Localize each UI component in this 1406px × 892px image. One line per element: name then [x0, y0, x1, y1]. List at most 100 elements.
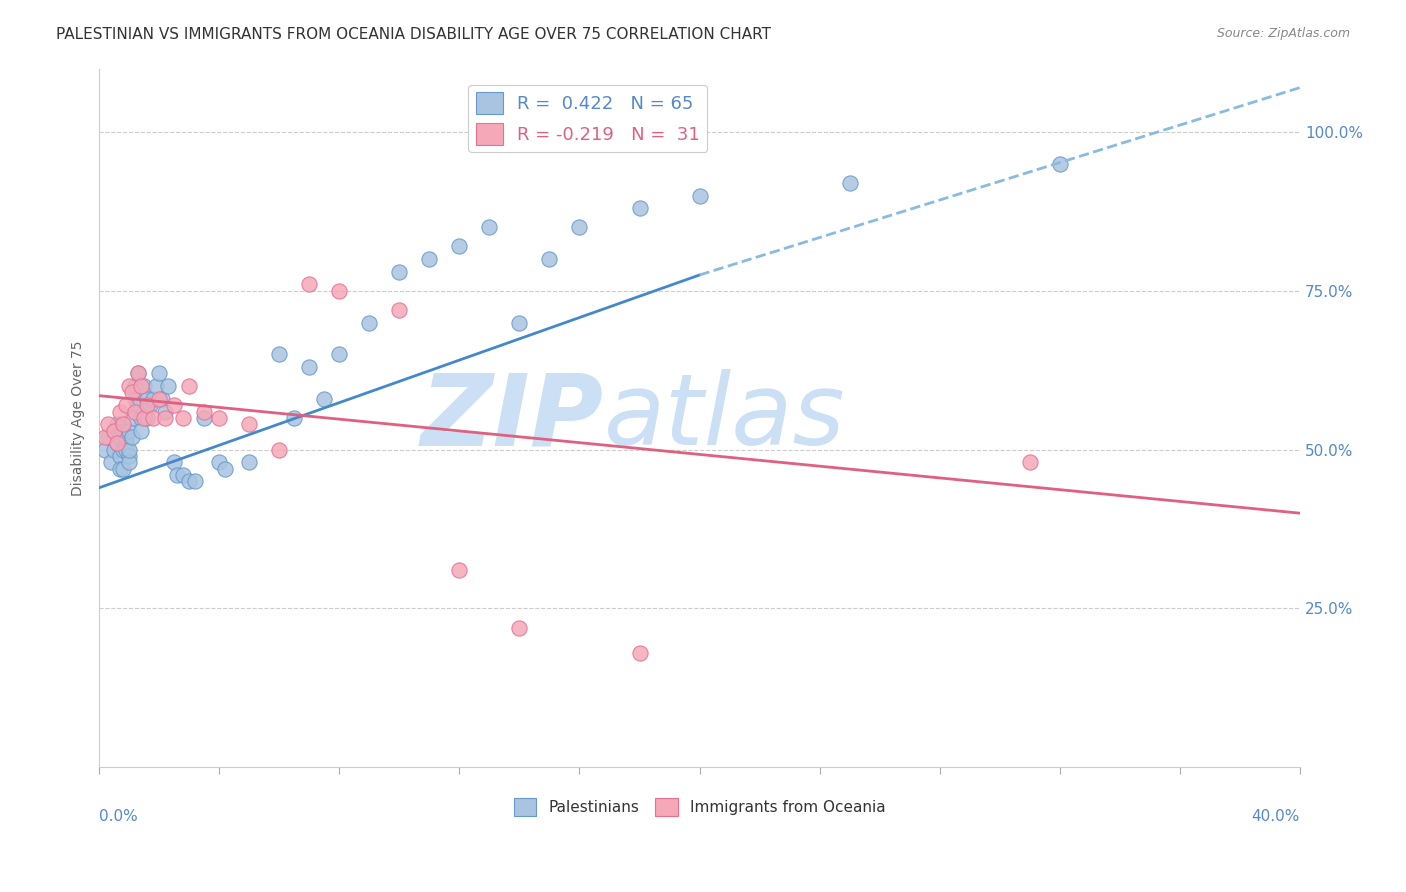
Point — [269, 347, 291, 361]
Point — [100, 455, 122, 469]
Point — [269, 442, 291, 457]
Point — [689, 188, 711, 202]
Point — [172, 410, 194, 425]
Point — [136, 398, 159, 412]
Point — [112, 417, 135, 432]
Point — [115, 398, 138, 412]
Text: 0.0%: 0.0% — [100, 809, 138, 824]
Point — [121, 430, 143, 444]
Point — [208, 455, 231, 469]
Point — [150, 392, 173, 406]
Point — [121, 385, 143, 400]
Point — [118, 442, 141, 457]
Point — [328, 284, 350, 298]
Point — [142, 410, 165, 425]
Point — [449, 563, 471, 577]
Point — [112, 442, 135, 457]
Point — [283, 410, 305, 425]
Point — [163, 398, 186, 412]
Point — [359, 316, 381, 330]
Point — [208, 410, 231, 425]
Point — [124, 379, 146, 393]
Point — [94, 430, 117, 444]
Point — [127, 367, 149, 381]
Point — [838, 176, 860, 190]
Point — [172, 468, 194, 483]
Point — [112, 461, 135, 475]
Point — [118, 424, 141, 438]
Point — [179, 379, 201, 393]
Point — [112, 424, 135, 438]
Point — [97, 417, 120, 432]
Point — [129, 424, 152, 438]
Point — [163, 455, 186, 469]
Point — [118, 379, 141, 393]
Point — [628, 201, 651, 215]
Point — [538, 252, 561, 266]
Text: atlas: atlas — [603, 369, 845, 467]
Point — [105, 417, 128, 432]
Y-axis label: Disability Age Over 75: Disability Age Over 75 — [72, 340, 86, 496]
Point — [129, 410, 152, 425]
Point — [214, 461, 236, 475]
Point — [179, 475, 201, 489]
Point — [139, 398, 162, 412]
Point — [166, 468, 188, 483]
Point — [134, 379, 156, 393]
Point — [103, 424, 125, 438]
Point — [136, 392, 159, 406]
Point — [142, 392, 165, 406]
Point — [134, 404, 156, 418]
Text: Source: ZipAtlas.com: Source: ZipAtlas.com — [1216, 27, 1350, 40]
Point — [238, 455, 260, 469]
Point — [628, 646, 651, 660]
Point — [388, 265, 411, 279]
Point — [314, 392, 336, 406]
Point — [127, 398, 149, 412]
Point — [115, 436, 138, 450]
Point — [145, 379, 167, 393]
Point — [134, 410, 156, 425]
Point — [108, 404, 131, 418]
Point — [97, 430, 120, 444]
Point — [508, 316, 530, 330]
Point — [108, 430, 131, 444]
Point — [298, 277, 321, 292]
Point — [184, 475, 207, 489]
Point — [193, 410, 215, 425]
Point — [153, 404, 176, 418]
Point — [103, 424, 125, 438]
Point — [103, 442, 125, 457]
Point — [94, 442, 117, 457]
Point — [148, 392, 170, 406]
Point — [157, 379, 180, 393]
Point — [449, 239, 471, 253]
Point — [418, 252, 440, 266]
Point — [105, 436, 128, 450]
Point — [193, 404, 215, 418]
Point — [136, 410, 159, 425]
Legend: Palestinians, Immigrants from Oceania: Palestinians, Immigrants from Oceania — [508, 792, 891, 822]
Point — [124, 404, 146, 418]
Point — [153, 410, 176, 425]
Point — [148, 367, 170, 381]
Point — [124, 392, 146, 406]
Point — [108, 461, 131, 475]
Point — [238, 417, 260, 432]
Point — [129, 379, 152, 393]
Point — [108, 449, 131, 463]
Point — [127, 367, 149, 381]
Point — [115, 430, 138, 444]
Point — [121, 410, 143, 425]
Point — [115, 442, 138, 457]
Text: 40.0%: 40.0% — [1251, 809, 1301, 824]
Point — [118, 449, 141, 463]
Text: PALESTINIAN VS IMMIGRANTS FROM OCEANIA DISABILITY AGE OVER 75 CORRELATION CHART: PALESTINIAN VS IMMIGRANTS FROM OCEANIA D… — [56, 27, 772, 42]
Point — [298, 360, 321, 375]
Point — [478, 220, 501, 235]
Point — [328, 347, 350, 361]
Text: ZIP: ZIP — [420, 369, 603, 467]
Point — [508, 620, 530, 634]
Point — [118, 455, 141, 469]
Point — [568, 220, 591, 235]
